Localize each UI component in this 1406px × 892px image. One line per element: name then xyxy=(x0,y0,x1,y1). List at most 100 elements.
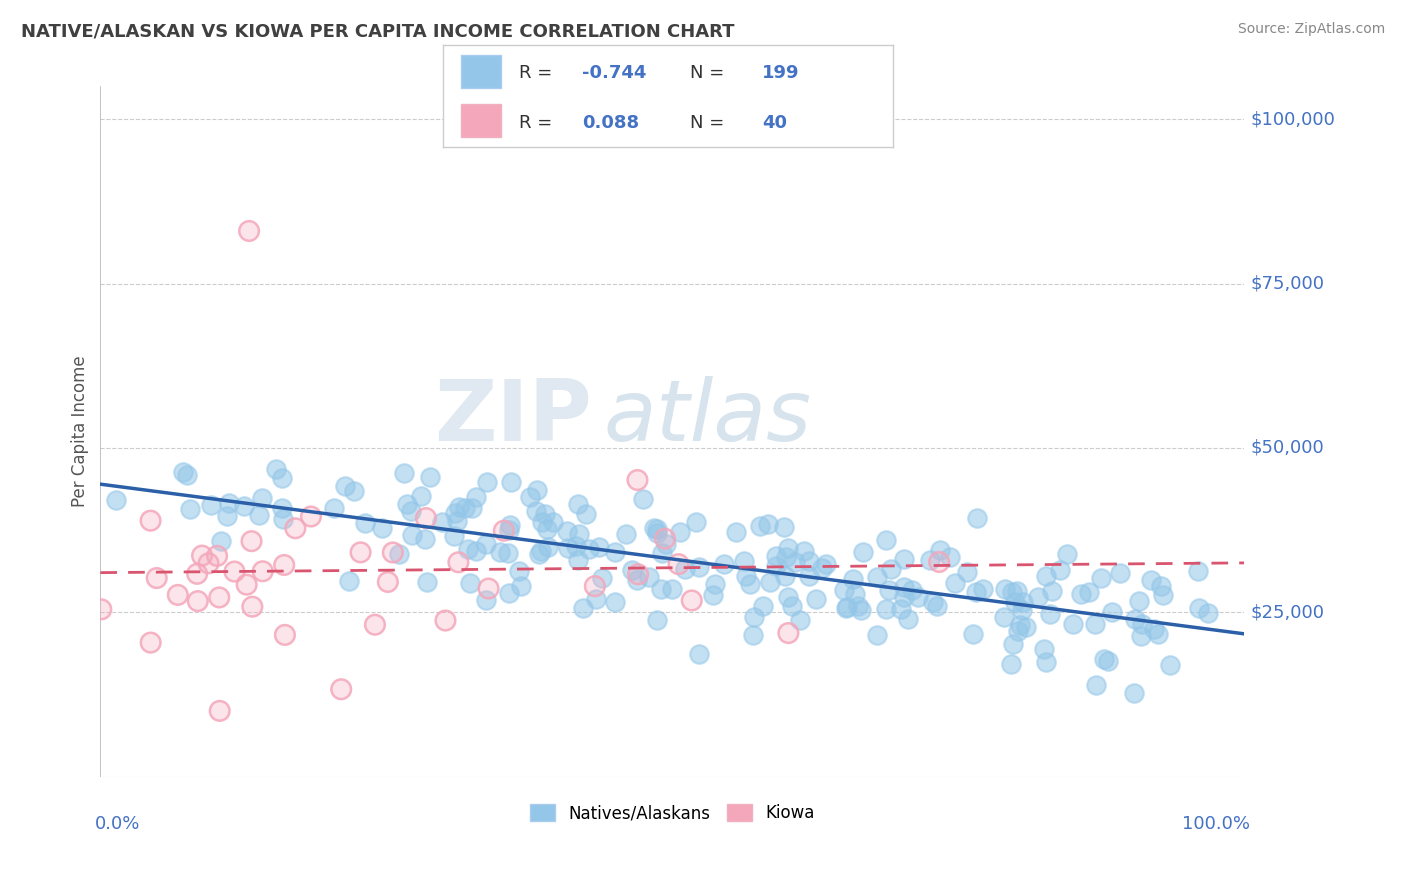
Point xyxy=(394,467,416,481)
Point xyxy=(875,533,897,547)
Point xyxy=(907,591,929,605)
Point xyxy=(232,500,254,514)
Point xyxy=(197,557,219,571)
Point xyxy=(637,570,659,584)
Point xyxy=(681,593,703,607)
Point xyxy=(776,590,799,604)
Point xyxy=(740,577,762,591)
Point xyxy=(299,509,322,524)
Point xyxy=(811,561,834,575)
Point xyxy=(780,599,803,613)
Point xyxy=(492,524,515,538)
Point xyxy=(187,594,209,608)
Point xyxy=(541,515,564,529)
Point xyxy=(893,580,915,594)
Point xyxy=(776,541,799,555)
Point xyxy=(240,599,263,614)
Point xyxy=(264,462,287,476)
Point xyxy=(575,508,598,522)
Point xyxy=(1122,685,1144,699)
Point xyxy=(443,506,465,520)
Point xyxy=(773,569,796,583)
Point xyxy=(866,628,889,642)
Bar xyxy=(461,55,502,87)
Text: $50,000: $50,000 xyxy=(1250,439,1324,457)
Point xyxy=(90,602,112,616)
Text: R =: R = xyxy=(519,64,558,82)
Point xyxy=(1197,606,1219,620)
Point xyxy=(588,540,610,554)
Point xyxy=(250,491,273,506)
Point xyxy=(90,602,112,616)
Point xyxy=(1123,612,1146,626)
Point xyxy=(524,504,547,518)
Point xyxy=(443,528,465,542)
Point xyxy=(929,543,952,558)
Point xyxy=(585,592,607,607)
Point xyxy=(447,500,470,514)
Point xyxy=(567,497,589,511)
Point xyxy=(240,534,263,549)
Point xyxy=(186,566,208,581)
Point xyxy=(688,560,710,574)
Point xyxy=(208,591,231,605)
Point xyxy=(1001,637,1024,651)
Point xyxy=(465,490,488,504)
Point xyxy=(893,590,915,604)
Point xyxy=(1092,652,1115,666)
Point xyxy=(498,523,520,537)
Point xyxy=(218,496,240,510)
Point xyxy=(477,582,499,596)
Point xyxy=(271,471,294,485)
Point xyxy=(330,682,353,697)
Text: 100.0%: 100.0% xyxy=(1182,814,1250,832)
Text: N =: N = xyxy=(690,64,730,82)
Point xyxy=(477,475,499,490)
Point xyxy=(284,521,307,535)
Point xyxy=(454,500,477,515)
Point xyxy=(172,466,194,480)
Point xyxy=(446,514,468,528)
Point xyxy=(793,544,815,558)
Point xyxy=(901,582,924,597)
Point xyxy=(510,579,533,593)
Point xyxy=(299,509,322,524)
Point xyxy=(536,522,558,536)
Point xyxy=(966,510,988,524)
Point xyxy=(993,610,1015,624)
Point xyxy=(252,564,274,578)
Point xyxy=(614,527,637,541)
Point xyxy=(789,613,811,627)
Point xyxy=(200,498,222,512)
Point xyxy=(797,569,820,583)
Point xyxy=(271,500,294,515)
Point xyxy=(1035,569,1057,583)
Point xyxy=(877,583,900,598)
Point xyxy=(1039,607,1062,621)
Point xyxy=(1188,601,1211,615)
Point xyxy=(413,533,436,547)
Point xyxy=(401,504,423,518)
Point xyxy=(419,470,441,484)
Point xyxy=(217,509,239,524)
Point xyxy=(778,626,800,640)
Point xyxy=(1049,563,1071,577)
Point xyxy=(1085,678,1108,692)
Point xyxy=(835,600,858,615)
Point xyxy=(432,516,454,530)
Point xyxy=(395,497,418,511)
Text: atlas: atlas xyxy=(603,376,811,459)
Point xyxy=(475,593,498,607)
Point xyxy=(631,491,654,506)
Point xyxy=(249,508,271,522)
Point xyxy=(645,613,668,627)
Point xyxy=(890,602,912,616)
Point xyxy=(775,550,797,565)
Point xyxy=(704,577,727,591)
Point xyxy=(354,516,377,531)
Point xyxy=(139,635,162,649)
Text: Source: ZipAtlas.com: Source: ZipAtlas.com xyxy=(1237,22,1385,37)
Point xyxy=(956,565,979,579)
Point xyxy=(208,704,231,718)
Point xyxy=(669,524,692,539)
